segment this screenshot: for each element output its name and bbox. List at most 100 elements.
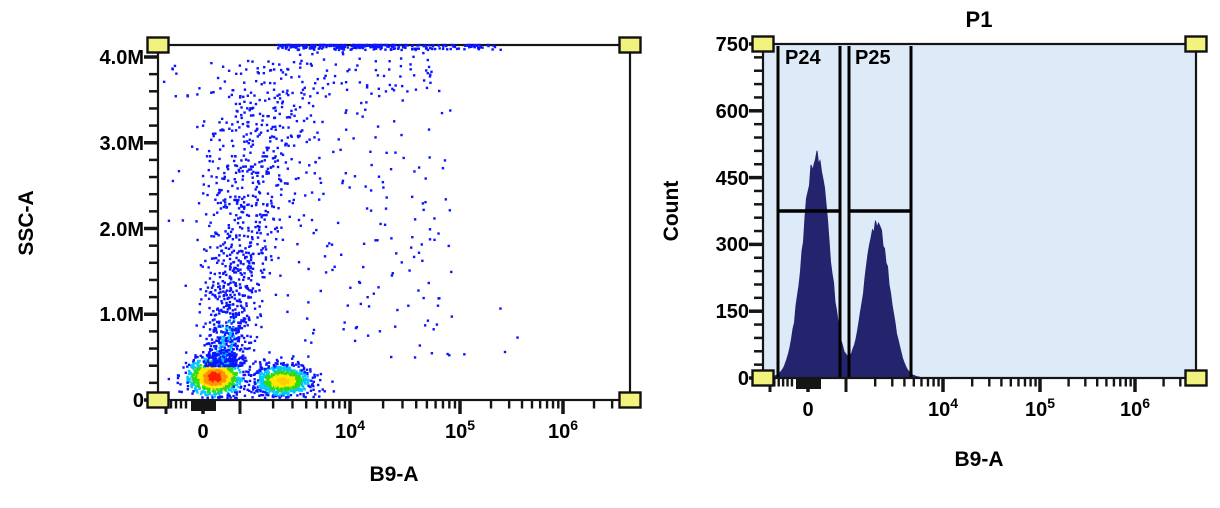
event-dot: [341, 179, 345, 183]
event-dot: [229, 286, 232, 290]
event-dot: [212, 90, 215, 94]
event-dot: [194, 381, 197, 384]
event-dot: [308, 138, 311, 141]
event-dot: [267, 384, 270, 387]
event-dot: [230, 327, 234, 331]
event-dot: [244, 247, 247, 250]
event-dot: [276, 378, 280, 382]
event-dot: [264, 245, 267, 248]
event-dot: [305, 43, 308, 47]
event-dot: [208, 378, 212, 382]
event-dot: [254, 360, 257, 363]
event-dot: [293, 114, 296, 118]
event-dot: [266, 377, 270, 380]
resize-handle[interactable]: [618, 391, 642, 409]
event-dot: [219, 207, 223, 210]
event-dot: [212, 376, 215, 379]
event-dot: [242, 377, 245, 380]
event-dot: [359, 46, 362, 49]
event-dot: [316, 91, 319, 95]
event-dot: [234, 357, 237, 361]
event-dot: [229, 288, 233, 292]
event-dot: [216, 376, 219, 380]
event-dot: [210, 378, 214, 382]
event-dot: [291, 374, 294, 377]
event-dot: [250, 271, 253, 274]
event-dot: [251, 181, 255, 185]
event-dot: [227, 364, 231, 368]
event-dot: [441, 166, 445, 170]
event-dot: [235, 353, 238, 356]
event-dot: [266, 372, 269, 375]
event-dot: [309, 62, 313, 66]
event-dot: [303, 86, 307, 90]
event-dot: [245, 380, 249, 383]
event-dot: [273, 372, 277, 376]
event-dot: [319, 378, 322, 382]
resize-handle[interactable]: [1184, 369, 1208, 387]
event-dot: [220, 325, 223, 329]
event-dot: [341, 44, 345, 47]
event-dot: [358, 57, 361, 60]
event-dot: [302, 47, 305, 50]
resize-handle[interactable]: [146, 36, 170, 54]
event-dot: [222, 356, 226, 359]
event-dot: [231, 129, 234, 132]
event-dot: [318, 390, 321, 393]
event-dot: [224, 385, 228, 388]
event-dot: [229, 333, 232, 337]
event-dot: [235, 299, 239, 303]
event-dot: [305, 140, 308, 144]
resize-handle[interactable]: [146, 391, 170, 409]
event-dot: [249, 335, 252, 338]
event-dot: [219, 309, 223, 312]
event-dot: [254, 203, 258, 207]
event-dot: [323, 77, 326, 80]
event-dot: [267, 394, 270, 397]
event-dot: [209, 383, 213, 386]
event-dot: [290, 382, 294, 386]
event-dot: [234, 396, 237, 400]
event-dot: [390, 274, 394, 277]
event-dot: [247, 229, 250, 232]
event-dot: [210, 341, 214, 345]
event-dot: [302, 378, 306, 382]
event-dot: [272, 205, 276, 209]
resize-handle[interactable]: [1184, 35, 1208, 53]
event-dot: [428, 156, 431, 159]
resize-handle[interactable]: [751, 35, 775, 53]
event-dot: [192, 383, 195, 386]
resize-handle[interactable]: [751, 369, 775, 387]
event-dot: [281, 366, 284, 370]
event-dot: [227, 348, 231, 352]
event-dot: [227, 345, 230, 348]
event-dot: [245, 284, 249, 288]
event-dot: [445, 44, 448, 48]
event-dot: [318, 156, 321, 160]
event-dot: [222, 259, 226, 262]
event-dot: [361, 46, 364, 50]
event-dot: [197, 365, 200, 368]
event-dot: [249, 374, 253, 378]
event-dot: [261, 155, 264, 158]
event-dot: [389, 167, 393, 171]
event-dot: [413, 356, 417, 359]
event-dot: [310, 64, 313, 67]
event-dot: [242, 95, 245, 99]
event-dot: [235, 391, 238, 394]
resize-handle[interactable]: [618, 36, 642, 54]
event-dot: [231, 362, 234, 366]
event-dot: [319, 181, 323, 185]
event-dot: [197, 381, 200, 384]
event-dot: [265, 170, 268, 173]
gate-p24-label[interactable]: P24: [785, 47, 821, 69]
event-dot: [397, 46, 400, 49]
event-dot: [271, 125, 274, 129]
event-dot: [286, 363, 289, 367]
event-dot: [222, 284, 225, 288]
gate-p25-label[interactable]: P25: [855, 47, 891, 69]
event-dot: [449, 109, 452, 112]
event-dot: [239, 347, 243, 351]
event-dot: [303, 371, 306, 374]
event-dot: [261, 379, 265, 382]
